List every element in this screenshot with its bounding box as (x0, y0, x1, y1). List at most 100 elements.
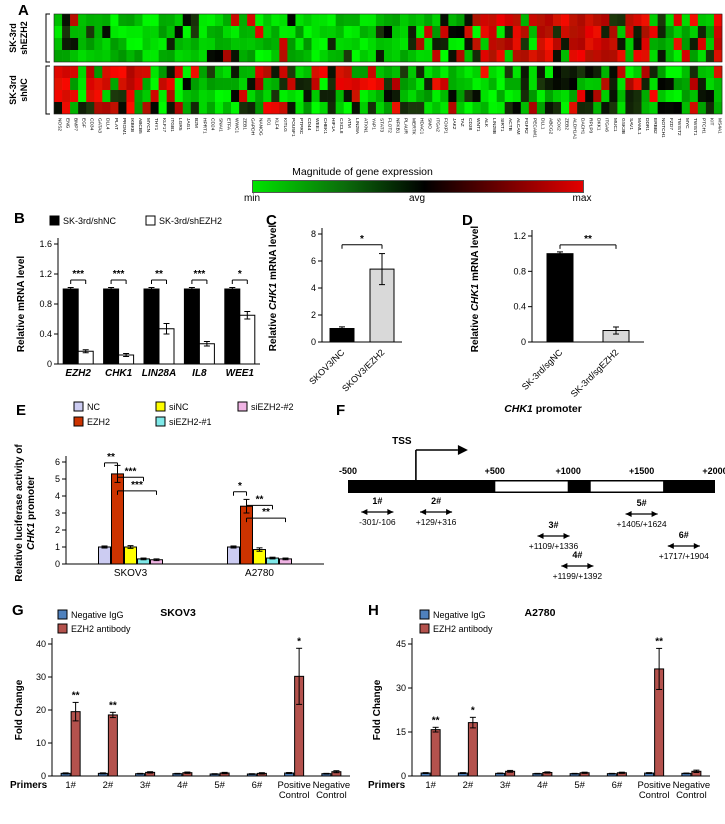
svg-text:JAG1: JAG1 (185, 118, 191, 130)
svg-text:*: * (360, 234, 364, 245)
svg-text:+1717/+1904: +1717/+1904 (659, 551, 709, 561)
chart-C: 0 2 4 6 8 Relative CHK1 mRNA level SKOV3/NCSKO… (268, 225, 402, 394)
svg-text:MERTK: MERTK (411, 118, 417, 136)
svg-text:*: * (238, 481, 242, 492)
heatmap: SK-3rd shEZH2 SK-3rd shNC NOS2 ENG BMP7 EGF CD34… (0, 6, 725, 179)
svg-text:+1000: +1000 (556, 466, 581, 476)
panel-label-b: B (14, 210, 25, 227)
svg-text:ABCG2: ABCG2 (547, 118, 553, 135)
svg-text:siNC: siNC (169, 402, 189, 412)
svg-text:4#: 4# (537, 780, 548, 791)
svg-text:***: *** (125, 466, 137, 477)
svg-text:ENG: ENG (64, 118, 70, 129)
svg-text:POU5F1: POU5F1 (290, 118, 296, 137)
chart-chip-a2780: 0 15 30 45 Fold Change 1# 2# 3# 4# 5# 6# Positive Co… (364, 600, 724, 824)
chart-E: 0 1 2 3 4 5 6 Relative luciferase activity ofCH… (14, 401, 324, 582)
svg-text:PLAUR: PLAUR (402, 118, 408, 135)
svg-text:EZH2 antibody: EZH2 antibody (71, 624, 131, 634)
svg-text:+129/+316: +129/+316 (416, 517, 457, 527)
svg-text:**: ** (256, 494, 264, 505)
svg-text:CXCL8: CXCL8 (338, 118, 344, 134)
svg-text:SK-3rd/sgEZH2: SK-3rd/sgEZH2 (569, 347, 621, 399)
svg-text:EZH2 antibody: EZH2 antibody (433, 624, 493, 634)
svg-text:5#: 5# (214, 780, 225, 791)
svg-text:HDAC1: HDAC1 (419, 118, 425, 135)
svg-text:SKOV3: SKOV3 (114, 568, 148, 579)
panel-label-a: A (18, 2, 29, 19)
svg-text:SK-3rd: SK-3rd (8, 23, 18, 53)
svg-text:SOX2: SOX2 (555, 118, 561, 131)
svg-text:30: 30 (36, 672, 46, 682)
svg-text:shEZH2: shEZH2 (19, 21, 29, 55)
svg-text:8: 8 (311, 229, 316, 239)
svg-text:LIN28A: LIN28A (142, 368, 176, 379)
chart-H: 0 15 30 45 Fold Change 1# 2# 3# 4# 5# 6# Positive Co… (368, 607, 710, 801)
svg-text:Primers: Primers (10, 780, 48, 791)
svg-text:0: 0 (55, 559, 60, 569)
svg-text:ABCB5: ABCB5 (137, 118, 143, 134)
svg-text:2: 2 (311, 310, 316, 320)
chart-D: 0 0.4 0.8 1.2 Relative CHK1 mRNA level SK-3rd… (470, 226, 644, 399)
svg-text:**: ** (584, 234, 592, 245)
svg-text:TSS: TSS (392, 436, 412, 447)
svg-text:Fold Change: Fold Change (14, 679, 25, 740)
svg-text:6#: 6# (252, 780, 263, 791)
svg-text:0.4: 0.4 (513, 302, 526, 312)
svg-text:-301/-106: -301/-106 (359, 517, 396, 527)
svg-text:NOTCH1: NOTCH1 (660, 118, 666, 138)
svg-text:Relative CHK1 mRNA level: Relative CHK1 mRNA level (268, 225, 279, 352)
svg-text:FZD7: FZD7 (668, 118, 674, 130)
svg-text:0: 0 (311, 337, 316, 347)
svg-text:GSK3B: GSK3B (620, 118, 626, 134)
svg-text:SAV1: SAV1 (628, 118, 634, 130)
svg-text:**: ** (109, 700, 117, 711)
svg-text:Primers: Primers (368, 780, 406, 791)
heatmap-scale-title: Magnitude of gene expression (292, 166, 433, 178)
svg-text:20: 20 (36, 705, 46, 715)
svg-text:6#: 6# (679, 530, 689, 540)
svg-text:ITGB1: ITGB1 (169, 118, 175, 132)
svg-text:GATA3: GATA3 (97, 118, 103, 133)
svg-text:MAML1: MAML1 (636, 118, 642, 135)
svg-text:5: 5 (55, 474, 60, 484)
svg-text:CD38: CD38 (467, 118, 473, 131)
svg-text:**: ** (107, 452, 115, 463)
panel-label-c: C (266, 212, 277, 229)
svg-text:Fold Change: Fold Change (372, 679, 383, 740)
svg-text:B2M: B2M (193, 118, 199, 128)
heatmap-scale-gradient (252, 180, 584, 193)
svg-text:2: 2 (55, 525, 60, 535)
svg-text:1.2: 1.2 (513, 231, 526, 241)
svg-text:PTCH1: PTCH1 (700, 118, 706, 134)
svg-text:**: ** (432, 715, 440, 726)
chart-G: 0 10 20 30 40 Fold Change 1# 2# 3# 4# 5# 6# Positive… (10, 607, 351, 801)
svg-text:Relative luciferase activity o: Relative luciferase activity of (14, 444, 25, 582)
svg-text:NC: NC (87, 402, 100, 412)
svg-text:TAZ: TAZ (459, 118, 465, 127)
svg-text:CHK1 promoter: CHK1 promoter (26, 476, 37, 550)
svg-text:A2780: A2780 (525, 607, 556, 619)
svg-text:+2000: +2000 (702, 466, 725, 476)
svg-text:PROM1: PROM1 (121, 118, 127, 135)
svg-text:+1405/+1624: +1405/+1624 (617, 519, 667, 529)
svg-text:5#: 5# (637, 498, 647, 508)
svg-text:CHEK1: CHEK1 (322, 118, 328, 134)
svg-text:0.8: 0.8 (39, 299, 52, 309)
svg-text:IKBKB: IKBKB (129, 118, 135, 132)
svg-text:*: * (297, 636, 301, 647)
svg-text:HPRT1: HPRT1 (201, 118, 207, 134)
svg-text:**: ** (655, 636, 663, 647)
svg-text:*: * (238, 269, 242, 280)
svg-text:4: 4 (311, 283, 316, 293)
svg-text:FOXP1: FOXP1 (443, 118, 449, 134)
svg-text:ID1: ID1 (266, 118, 272, 126)
svg-text:IL8: IL8 (192, 368, 207, 379)
scale-min-label: min (243, 193, 261, 204)
svg-text:ZEB2: ZEB2 (563, 118, 569, 130)
chart-chk1-skov3: 0 2 4 6 8 Relative CHK1 mRNA level SKOV3/NC SKO… (258, 208, 458, 409)
svg-text:DLL4: DLL4 (105, 118, 111, 130)
svg-text:LGR5: LGR5 (177, 118, 183, 131)
